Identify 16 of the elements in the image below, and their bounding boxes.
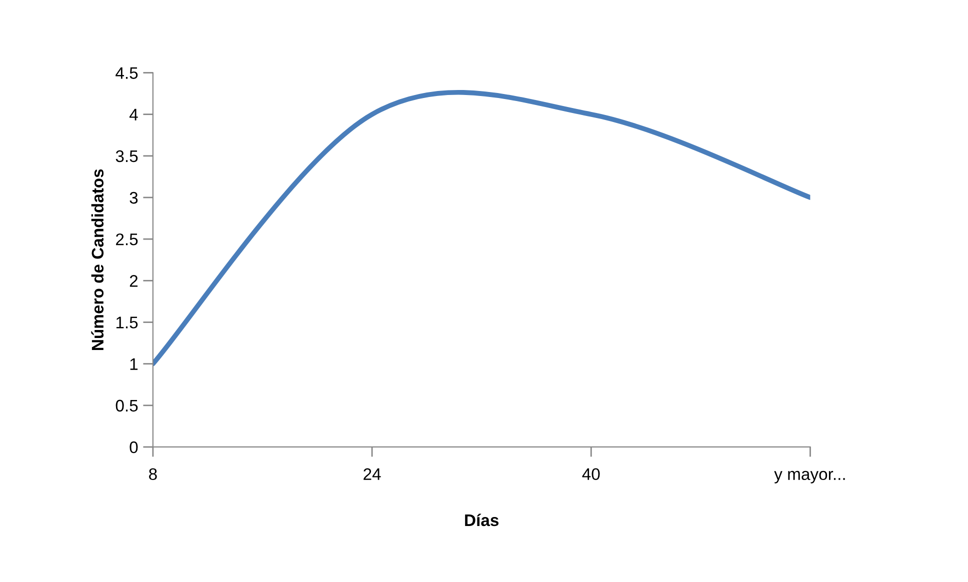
y-tick-label: 3 bbox=[130, 192, 138, 204]
y-tick-label: 1.5 bbox=[116, 316, 138, 328]
x-tick-label: 40 bbox=[582, 468, 600, 480]
y-tick-label: 3.5 bbox=[116, 150, 138, 162]
x-tick-label: y mayor... bbox=[774, 470, 845, 484]
y-tick-label: 0.5 bbox=[116, 400, 138, 412]
y-axis-title: Número de Candidatos bbox=[91, 169, 104, 350]
x-tick-label: 8 bbox=[149, 468, 157, 480]
y-tick-label: 2 bbox=[130, 275, 138, 287]
y-tick-label: 4.5 bbox=[116, 67, 138, 79]
x-axis-title: Días bbox=[465, 514, 498, 526]
x-tick-label: 24 bbox=[364, 468, 381, 480]
y-tick-label: 1 bbox=[130, 358, 138, 370]
y-tick-label: 0 bbox=[130, 441, 138, 454]
y-tick-label: 2.5 bbox=[116, 233, 138, 246]
y-tick-label: 4 bbox=[129, 108, 138, 120]
